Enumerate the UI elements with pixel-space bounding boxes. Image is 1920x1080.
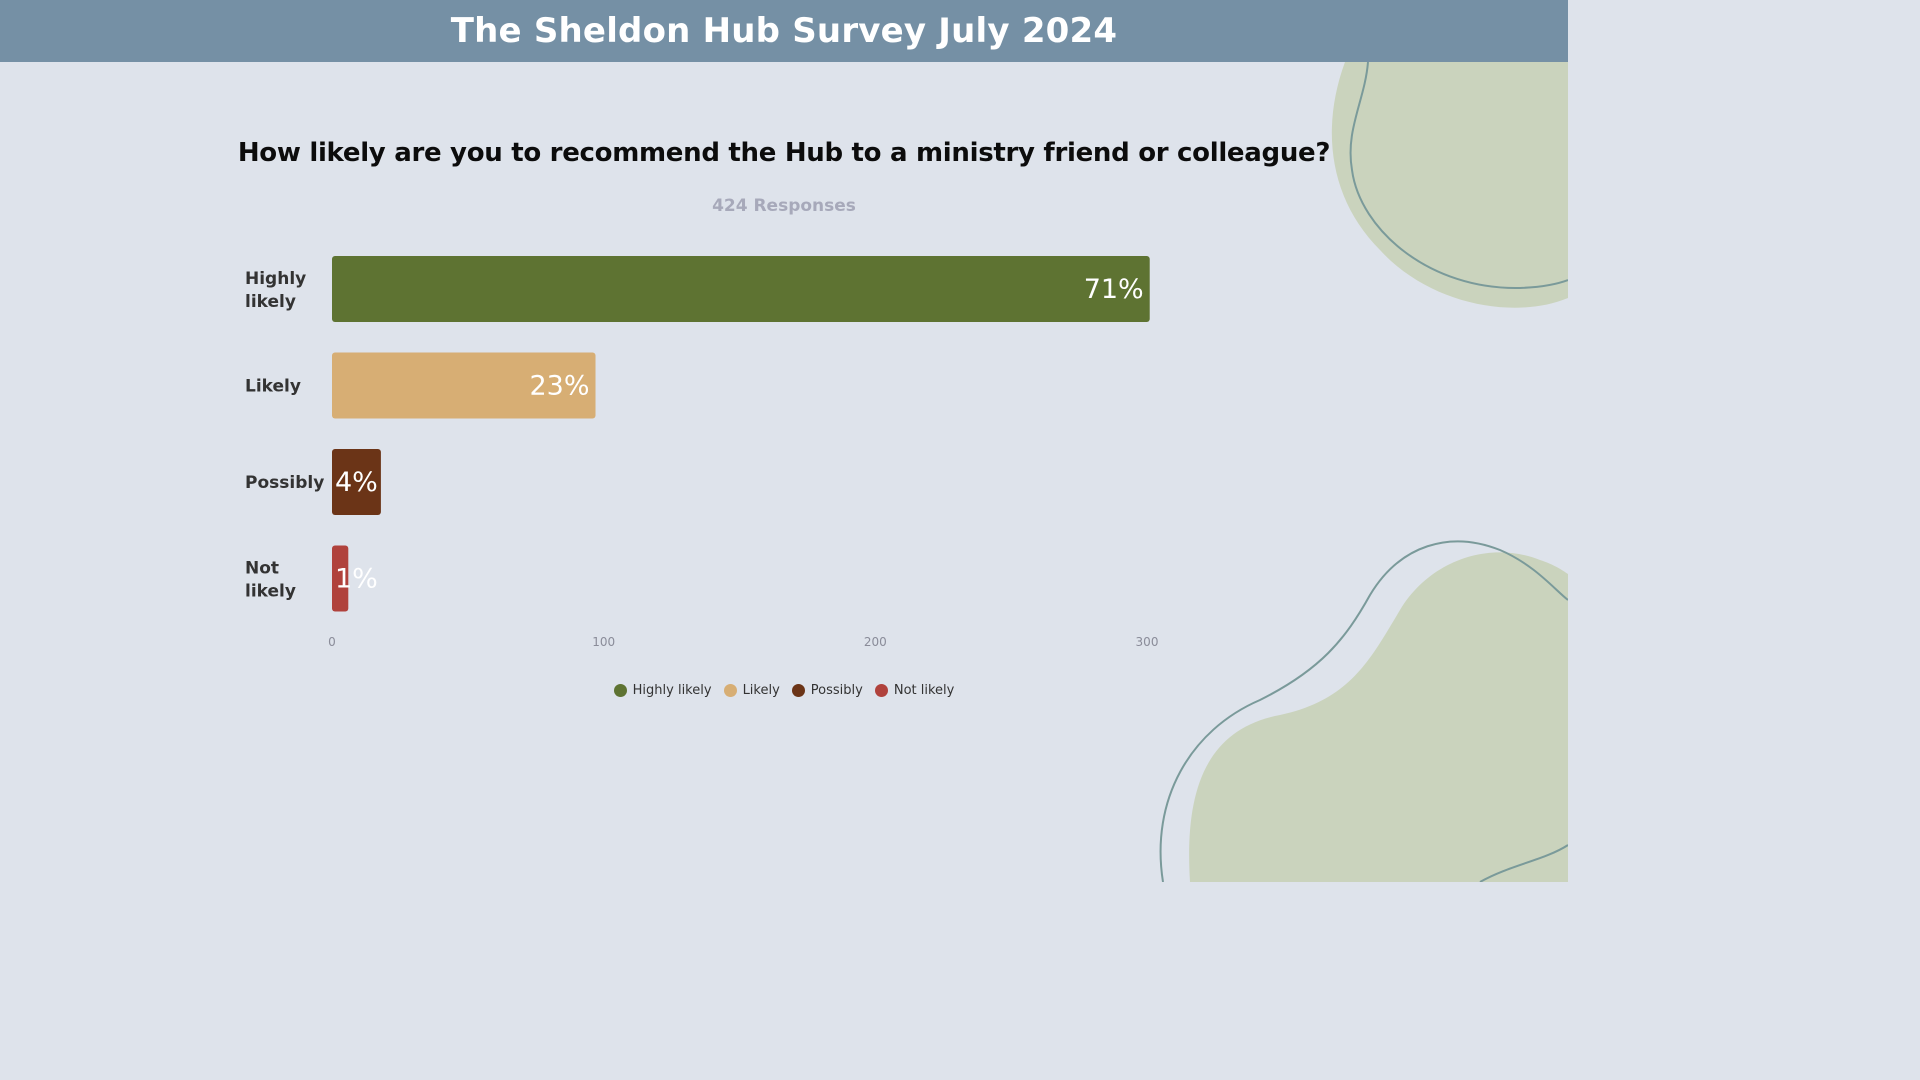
x-tick-label: 300 <box>1136 635 1159 649</box>
bar-likely <box>332 352 596 419</box>
bottom-right-blob <box>1189 552 1568 882</box>
legend-label: Not likely <box>893 683 955 698</box>
legend-swatch <box>791 684 805 697</box>
legend-item[interactable]: Not likely <box>874 683 955 698</box>
data-label-possibly: 4% <box>335 467 378 498</box>
chart-subtitle: 424 Responses <box>712 196 856 216</box>
category-label-highly-likely: Highly likely <box>245 269 306 312</box>
page-title: The Sheldon Hub Survey July 2024 <box>450 11 1118 51</box>
background-decoration <box>1159 61 1568 882</box>
legend-item[interactable]: Possibly <box>791 683 863 698</box>
legend-swatch <box>613 684 627 697</box>
chart-legend: Highly likely Likely Possibly Not likely <box>0 683 1568 698</box>
legend-label: Likely <box>742 683 780 698</box>
category-label-not-likely: Not likely <box>245 559 296 602</box>
bar-chart: Highly likely 71% Likely 23% Possibly 4% Not lik… <box>245 256 1159 649</box>
legend-label: Highly likely <box>632 683 712 698</box>
data-label-not-likely: 1% <box>335 564 378 595</box>
x-tick-label: 100 <box>592 635 615 649</box>
x-tick-label: 0 <box>328 635 336 649</box>
top-right-blob <box>1331 62 1568 308</box>
category-label-likely: Likely <box>245 377 301 397</box>
legend-item[interactable]: Likely <box>723 683 780 698</box>
legend-item[interactable]: Highly likely <box>613 683 712 698</box>
data-label-highly-likely: 71% <box>1084 274 1144 305</box>
x-tick-label: 200 <box>864 635 887 649</box>
page-header: The Sheldon Hub Survey July 2024 <box>0 0 1568 62</box>
legend-label: Possibly <box>810 683 863 698</box>
bottom-right-blob-outline <box>1159 540 1568 882</box>
bar-not-likely <box>332 545 349 612</box>
category-label-possibly: Possibly <box>245 473 324 493</box>
bar-highly-likely <box>332 256 1150 322</box>
legend-swatch <box>723 684 737 697</box>
top-right-blob-outline <box>1349 61 1568 290</box>
legend-swatch <box>874 684 888 697</box>
bottom-right-corner-line <box>1479 844 1568 882</box>
chart-title: How likely are you to recommend the Hub … <box>237 138 1331 168</box>
bar-possibly <box>332 449 381 515</box>
data-label-likely: 23% <box>530 371 590 402</box>
